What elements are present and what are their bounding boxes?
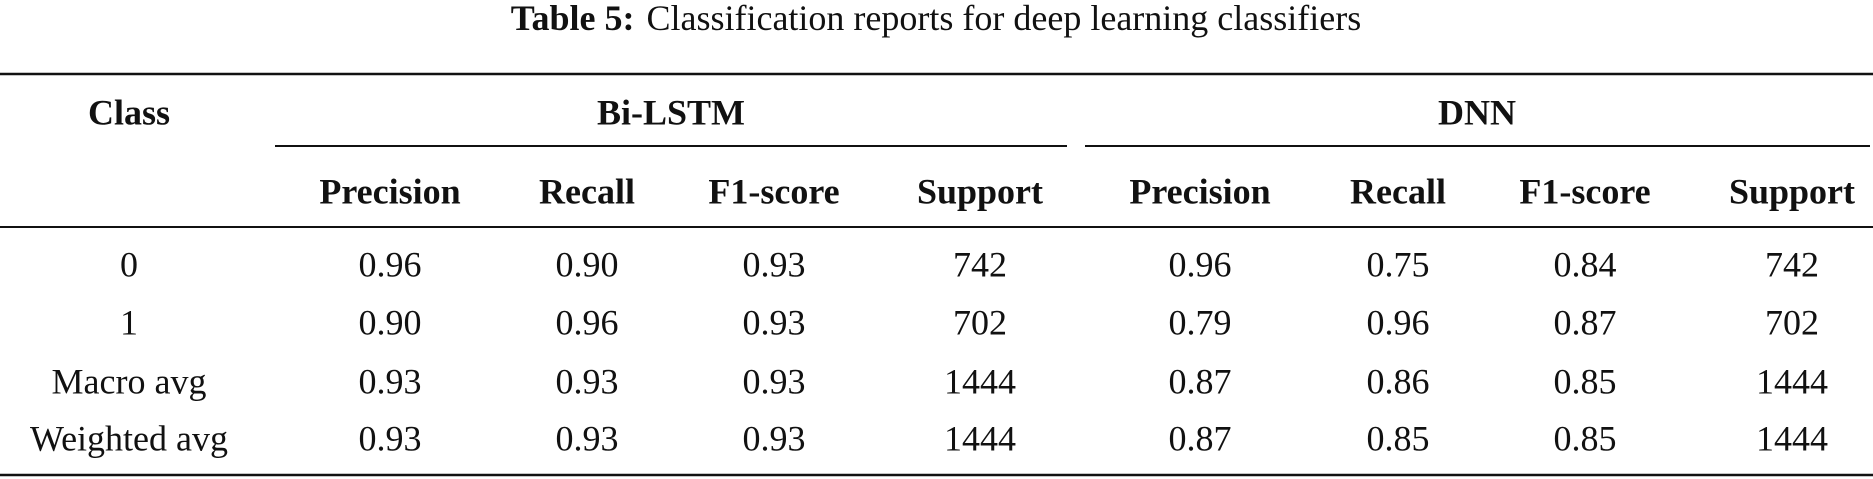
column-header: F1-score [1519, 171, 1650, 211]
row-label: Weighted avg [30, 418, 228, 458]
cell: 1444 [944, 361, 1016, 401]
class-header: Class [88, 92, 170, 132]
cell: 0.85 [1554, 418, 1617, 458]
cell: 0.93 [743, 302, 806, 342]
cell: 742 [1765, 244, 1819, 284]
cell: 0.85 [1554, 361, 1617, 401]
cell: 0.90 [556, 244, 619, 284]
cell: 0.93 [556, 418, 619, 458]
cell: 0.87 [1554, 302, 1617, 342]
cell: 0.93 [743, 418, 806, 458]
group-header: DNN [1438, 92, 1516, 132]
row-label: 0 [120, 244, 138, 284]
column-header: Support [1729, 171, 1855, 211]
cell: 0.87 [1169, 361, 1232, 401]
cell: 0.85 [1367, 418, 1430, 458]
cell: 0.93 [743, 361, 806, 401]
cell: 702 [1765, 302, 1819, 342]
cell: 0.86 [1367, 361, 1430, 401]
column-header: F1-score [708, 171, 839, 211]
cell: 0.90 [359, 302, 422, 342]
cell: 0.93 [743, 244, 806, 284]
cell: 0.79 [1169, 302, 1232, 342]
caption: Table 5: Classification reports for deep … [511, 0, 1361, 38]
cell: 0.87 [1169, 418, 1232, 458]
cell: 702 [953, 302, 1007, 342]
column-header: Recall [539, 171, 635, 211]
column-header: Recall [1350, 171, 1446, 211]
caption-text: Classification reports for deep learning… [646, 0, 1361, 38]
row-label: 1 [120, 302, 138, 342]
group-header: Bi-LSTM [597, 92, 745, 132]
column-header: Precision [319, 171, 460, 211]
column-header: Support [917, 171, 1043, 211]
cell: 1444 [944, 418, 1016, 458]
row-label: Macro avg [52, 361, 207, 401]
cell: 0.96 [1367, 302, 1430, 342]
column-header: Precision [1129, 171, 1270, 211]
cell: 742 [953, 244, 1007, 284]
cell: 0.96 [1169, 244, 1232, 284]
cell: 0.96 [556, 302, 619, 342]
cell: 0.84 [1554, 244, 1617, 284]
cell: 0.93 [359, 361, 422, 401]
caption-label: Table 5: [511, 0, 635, 38]
cell: 0.93 [556, 361, 619, 401]
cell: 1444 [1756, 418, 1828, 458]
cell: 0.93 [359, 418, 422, 458]
cell: 1444 [1756, 361, 1828, 401]
cell: 0.75 [1367, 244, 1430, 284]
cell: 0.96 [359, 244, 422, 284]
